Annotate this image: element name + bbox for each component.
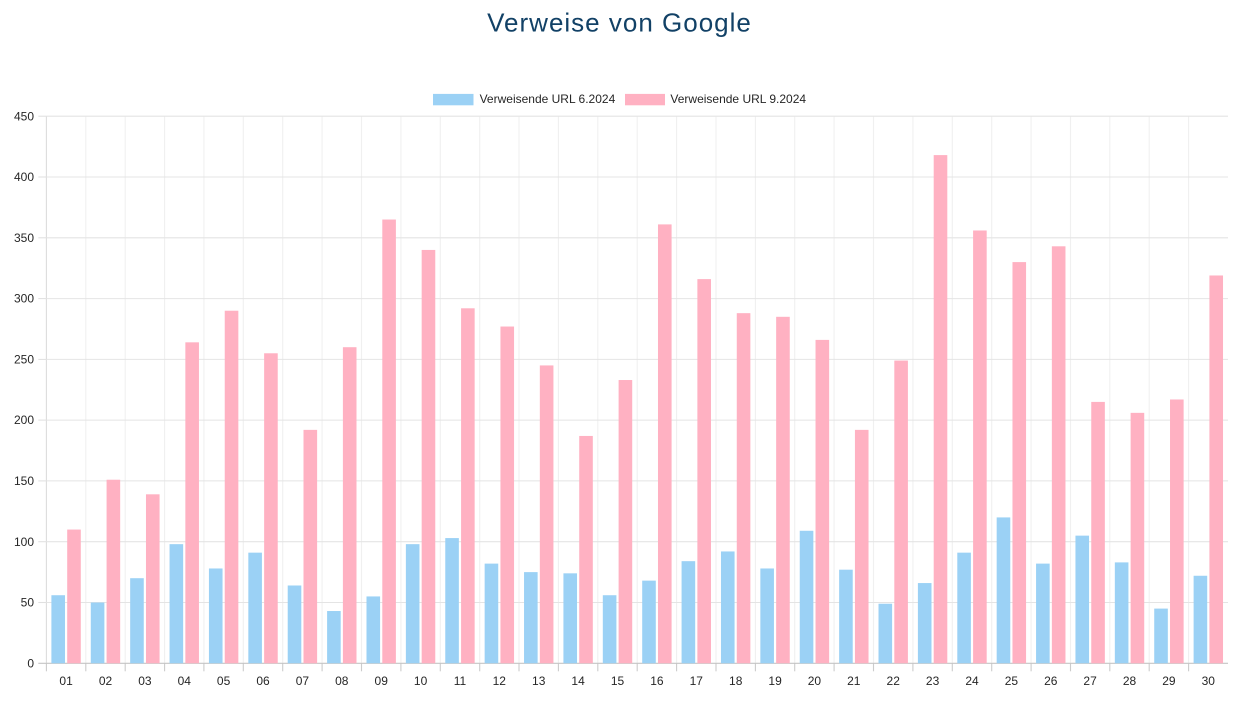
svg-text:10: 10 (414, 674, 428, 688)
svg-text:27: 27 (1083, 674, 1097, 688)
svg-text:22: 22 (887, 674, 901, 688)
svg-text:06: 06 (256, 674, 270, 688)
svg-text:200: 200 (14, 413, 34, 427)
svg-text:13: 13 (532, 674, 546, 688)
svg-text:250: 250 (14, 353, 34, 367)
svg-text:15: 15 (611, 674, 625, 688)
svg-text:100: 100 (14, 535, 34, 549)
svg-text:450: 450 (14, 109, 34, 123)
svg-text:24: 24 (965, 674, 979, 688)
svg-text:150: 150 (14, 474, 34, 488)
svg-text:29: 29 (1162, 674, 1176, 688)
svg-text:17: 17 (690, 674, 704, 688)
svg-text:03: 03 (138, 674, 152, 688)
svg-text:Verweisende URL 6.2024: Verweisende URL 6.2024 (480, 92, 616, 106)
svg-text:16: 16 (650, 674, 664, 688)
svg-text:300: 300 (14, 292, 34, 306)
svg-text:20: 20 (808, 674, 822, 688)
svg-text:Verweise von Google: Verweise von Google (487, 7, 752, 37)
svg-text:01: 01 (59, 674, 73, 688)
svg-text:14: 14 (571, 674, 585, 688)
svg-text:400: 400 (14, 170, 34, 184)
svg-text:30: 30 (1202, 674, 1216, 688)
svg-text:09: 09 (375, 674, 389, 688)
svg-text:18: 18 (729, 674, 743, 688)
svg-text:02: 02 (99, 674, 113, 688)
svg-text:04: 04 (178, 674, 192, 688)
svg-text:28: 28 (1123, 674, 1137, 688)
svg-text:50: 50 (21, 596, 35, 610)
svg-text:12: 12 (493, 674, 507, 688)
svg-text:26: 26 (1044, 674, 1058, 688)
svg-text:Verweisende URL 9.2024: Verweisende URL 9.2024 (670, 92, 806, 106)
svg-text:11: 11 (454, 674, 467, 688)
svg-text:23: 23 (926, 674, 940, 688)
svg-text:19: 19 (768, 674, 782, 688)
svg-text:05: 05 (217, 674, 231, 688)
svg-text:0: 0 (27, 656, 34, 670)
svg-text:07: 07 (296, 674, 310, 688)
svg-text:350: 350 (14, 231, 34, 245)
svg-text:25: 25 (1005, 674, 1019, 688)
svg-text:21: 21 (847, 674, 861, 688)
svg-text:08: 08 (335, 674, 349, 688)
